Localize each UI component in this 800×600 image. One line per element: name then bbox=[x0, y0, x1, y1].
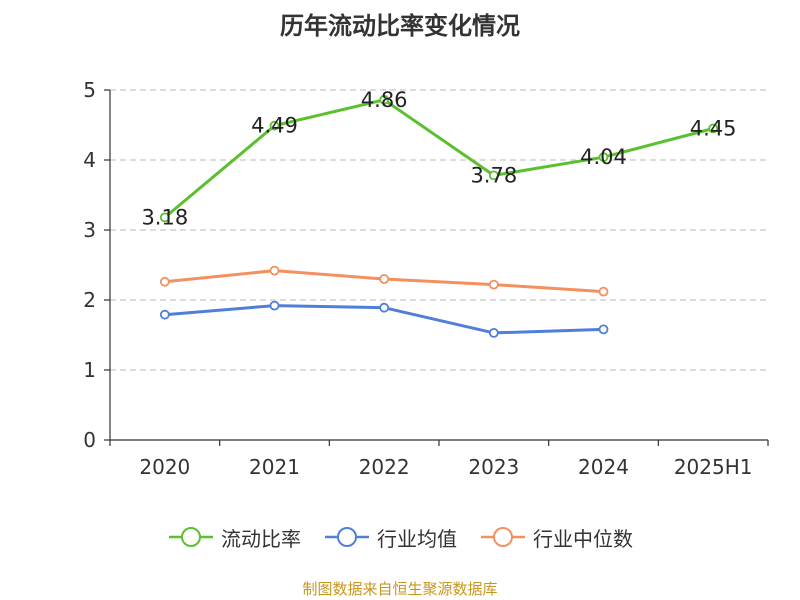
y-tick-label: 5 bbox=[83, 78, 96, 102]
legend-item-industry-mean[interactable]: 行业均值 bbox=[323, 523, 457, 552]
legend-item-industry-median[interactable]: 行业中位数 bbox=[479, 523, 633, 552]
data-label: 4.49 bbox=[251, 114, 298, 138]
x-tick-label: 2022 bbox=[359, 455, 410, 479]
legend-label: 流动比率 bbox=[221, 526, 301, 551]
legend-label: 行业均值 bbox=[377, 526, 457, 551]
data-label: 4.86 bbox=[361, 88, 408, 112]
legend-label: 行业中位数 bbox=[533, 526, 633, 551]
y-tick-label: 4 bbox=[83, 148, 96, 172]
data-point bbox=[269, 300, 280, 311]
legend-line-marker-icon bbox=[169, 527, 213, 547]
y-tick-label: 1 bbox=[83, 358, 96, 382]
data-point bbox=[379, 94, 390, 105]
legend: 流动比率 行业均值 行业中位数 bbox=[0, 520, 800, 554]
x-tick-label: 2020 bbox=[139, 455, 190, 479]
series-layer bbox=[159, 94, 719, 338]
data-label: 4.04 bbox=[580, 145, 627, 169]
axis-layer: 0 1 2 3 4 5 2020 2021 2022 2023 2024 2025H1 bbox=[83, 78, 769, 479]
data-point bbox=[708, 123, 719, 134]
data-point bbox=[379, 302, 390, 313]
data-point bbox=[379, 274, 390, 284]
x-tick-label: 2021 bbox=[249, 455, 300, 479]
legend-line-marker-icon bbox=[481, 527, 525, 547]
data-point bbox=[159, 212, 170, 223]
y-tick-label: 0 bbox=[83, 428, 96, 452]
x-tick-label: 2024 bbox=[578, 455, 629, 479]
series-line bbox=[163, 98, 714, 219]
data-label-layer: 3.18 4.49 4.86 3.78 4.04 4.45 bbox=[141, 88, 736, 230]
data-point bbox=[598, 286, 609, 297]
chart-title: 历年流动比率变化情况 bbox=[280, 12, 520, 40]
data-point bbox=[598, 324, 609, 335]
data-point bbox=[488, 170, 499, 181]
data-point bbox=[598, 152, 609, 163]
data-point bbox=[488, 327, 499, 338]
data-point bbox=[488, 279, 499, 290]
data-label: 3.78 bbox=[470, 163, 517, 187]
x-tick-label: 2025H1 bbox=[674, 455, 753, 479]
data-label: 3.18 bbox=[141, 205, 188, 229]
data-point bbox=[269, 120, 280, 131]
legend-line-marker-icon bbox=[325, 527, 369, 547]
data-point bbox=[159, 276, 170, 287]
grid-layer bbox=[110, 89, 768, 371]
y-tick-label: 3 bbox=[83, 218, 96, 242]
data-label: 4.45 bbox=[690, 117, 737, 141]
data-point bbox=[269, 265, 280, 276]
x-tick-label: 2023 bbox=[468, 455, 519, 479]
y-tick-label: 2 bbox=[83, 288, 96, 312]
legend-item-current-ratio[interactable]: 流动比率 bbox=[167, 523, 301, 552]
data-point bbox=[159, 309, 170, 320]
source-note: 制图数据来自恒生聚源数据库 bbox=[302, 580, 498, 598]
